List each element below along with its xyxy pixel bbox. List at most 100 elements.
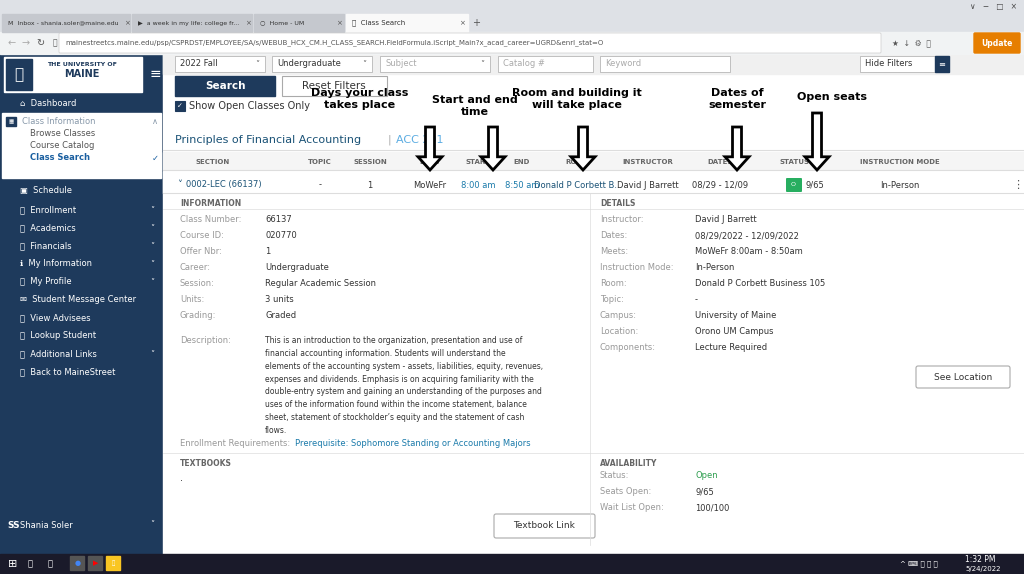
Text: ✉  Student Message Center: ✉ Student Message Center [20, 296, 136, 304]
Text: Instruction Mode:: Instruction Mode: [600, 263, 674, 273]
Text: Career:: Career: [180, 263, 211, 273]
Bar [70, 556, 84, 570]
Bar [6, 117, 16, 126]
Text: 1: 1 [368, 180, 373, 189]
Text: University of Maine: University of Maine [695, 312, 776, 320]
Text: Update: Update [981, 38, 1013, 48]
Text: ⌂  Dashboard: ⌂ Dashboard [20, 99, 77, 108]
Text: TOPIC: TOPIC [308, 159, 332, 165]
Text: Lecture Required: Lecture Required [695, 343, 767, 352]
Text: ℹ  My Information: ℹ My Information [20, 259, 92, 269]
Text: Search: Search [205, 81, 246, 91]
Text: Donald P Corbett Business 105: Donald P Corbett Business 105 [695, 280, 825, 289]
FancyBboxPatch shape [272, 56, 372, 72]
Text: ⊞: ⊞ [8, 559, 17, 569]
Bar [254, 14, 344, 32]
Text: END: END [514, 159, 530, 165]
Text: 🌐  Additional Links: 🌐 Additional Links [20, 350, 97, 359]
Text: 💳  Financials: 💳 Financials [20, 242, 72, 250]
Text: ˅: ˅ [480, 60, 484, 68]
Polygon shape [805, 113, 829, 170]
Text: 👥  View Advisees: 👥 View Advisees [20, 313, 91, 323]
Polygon shape [418, 127, 442, 170]
Bar [0, 54, 163, 560]
Text: ∧: ∧ [152, 118, 158, 126]
Text: Keyword: Keyword [605, 60, 641, 68]
Text: Wait List Open:: Wait List Open: [600, 503, 664, 513]
Text: Seats Open:: Seats Open: [600, 487, 651, 497]
Text: Enrollment Requirements:: Enrollment Requirements: [180, 439, 290, 448]
Text: Grading:: Grading: [180, 312, 216, 320]
Text: ⋮: ⋮ [1013, 180, 1024, 190]
Text: ˅: ˅ [150, 277, 155, 286]
Text: ˅: ˅ [177, 180, 182, 190]
Text: ×: × [336, 20, 342, 26]
Bar [2, 113, 161, 178]
Text: ˅: ˅ [150, 350, 155, 359]
Text: Offer Nbr:: Offer Nbr: [180, 247, 222, 257]
Text: 9/65: 9/65 [695, 487, 714, 497]
Bar [163, 54, 1024, 560]
Text: ACC 201: ACC 201 [396, 135, 443, 145]
Text: ↻: ↻ [36, 38, 44, 48]
Text: |: | [388, 135, 391, 145]
Bar [0, 32, 1024, 54]
Text: ×: × [245, 20, 251, 26]
Text: THE UNIVERSITY OF: THE UNIVERSITY OF [47, 63, 117, 68]
Text: Undergraduate: Undergraduate [278, 60, 341, 68]
Text: ←: ← [8, 38, 16, 48]
Text: ▶: ▶ [93, 560, 98, 566]
Text: SS: SS [7, 521, 19, 529]
FancyBboxPatch shape [600, 56, 730, 72]
Text: ×: × [459, 20, 465, 26]
Polygon shape [481, 127, 505, 170]
Text: David J Barrett: David J Barrett [617, 180, 679, 189]
Text: In-Person: In-Person [881, 180, 920, 189]
Text: Orono UM Campus: Orono UM Campus [695, 328, 773, 336]
Bar [132, 14, 252, 32]
Text: Reset Filters: Reset Filters [302, 81, 366, 91]
Text: 📋  Academics: 📋 Academics [20, 223, 76, 232]
Bar [6, 59, 32, 90]
Bar [175, 76, 275, 96]
Bar [0, 14, 1024, 32]
Text: mainestreetcs.maine.edu/psp/CSPRDST/EMPLOYEE/SA/s/WEBUB_HCX_CM.H_CLASS_SEARCH.Fi: mainestreetcs.maine.edu/psp/CSPRDST/EMPL… [65, 40, 603, 46]
Text: Donald P Corbett B...: Donald P Corbett B... [534, 180, 623, 189]
Text: Subject: Subject [385, 60, 417, 68]
Text: 🔍: 🔍 [28, 560, 33, 568]
Bar [163, 54, 1024, 74]
Text: ○  Home - UM: ○ Home - UM [260, 21, 304, 25]
FancyBboxPatch shape [494, 514, 595, 538]
Text: 🔲  Lookup Student: 🔲 Lookup Student [20, 332, 96, 340]
Text: Show Open Classes Only: Show Open Classes Only [189, 101, 310, 111]
Text: Undergraduate: Undergraduate [265, 263, 329, 273]
Text: This is an introduction to the organization, presentation and use of
financial a: This is an introduction to the organizat… [265, 336, 543, 435]
Text: Room and building it
will take place: Room and building it will take place [512, 88, 642, 110]
Text: DETAILS: DETAILS [600, 199, 635, 207]
Text: 66137: 66137 [265, 215, 292, 224]
Bar [282, 76, 387, 96]
Text: ●: ● [75, 560, 81, 566]
Text: Components:: Components: [600, 343, 656, 352]
Text: .: . [180, 473, 183, 483]
Text: Description:: Description: [180, 336, 230, 345]
Bar [935, 56, 949, 72]
Text: Class Search: Class Search [30, 153, 90, 162]
Text: ˅: ˅ [150, 259, 155, 269]
Text: ˅: ˅ [150, 521, 155, 529]
FancyBboxPatch shape [974, 33, 1020, 53]
Text: ✓: ✓ [152, 153, 159, 162]
FancyBboxPatch shape [380, 56, 490, 72]
Text: -: - [695, 296, 698, 304]
Text: 5/24/2022: 5/24/2022 [965, 566, 1000, 572]
Text: Campus:: Campus: [600, 312, 637, 320]
Text: Session:: Session: [180, 280, 215, 289]
Text: See Location: See Location [934, 373, 992, 382]
Bar [2, 14, 130, 32]
Bar [0, 554, 1024, 574]
Text: Course Catalog: Course Catalog [30, 142, 94, 150]
Text: Open: Open [695, 471, 718, 480]
Text: 🗁  Back to MaineStreet: 🗁 Back to MaineStreet [20, 367, 116, 377]
Bar [0, 0, 1024, 14]
Text: 👤  My Profile: 👤 My Profile [20, 277, 72, 286]
